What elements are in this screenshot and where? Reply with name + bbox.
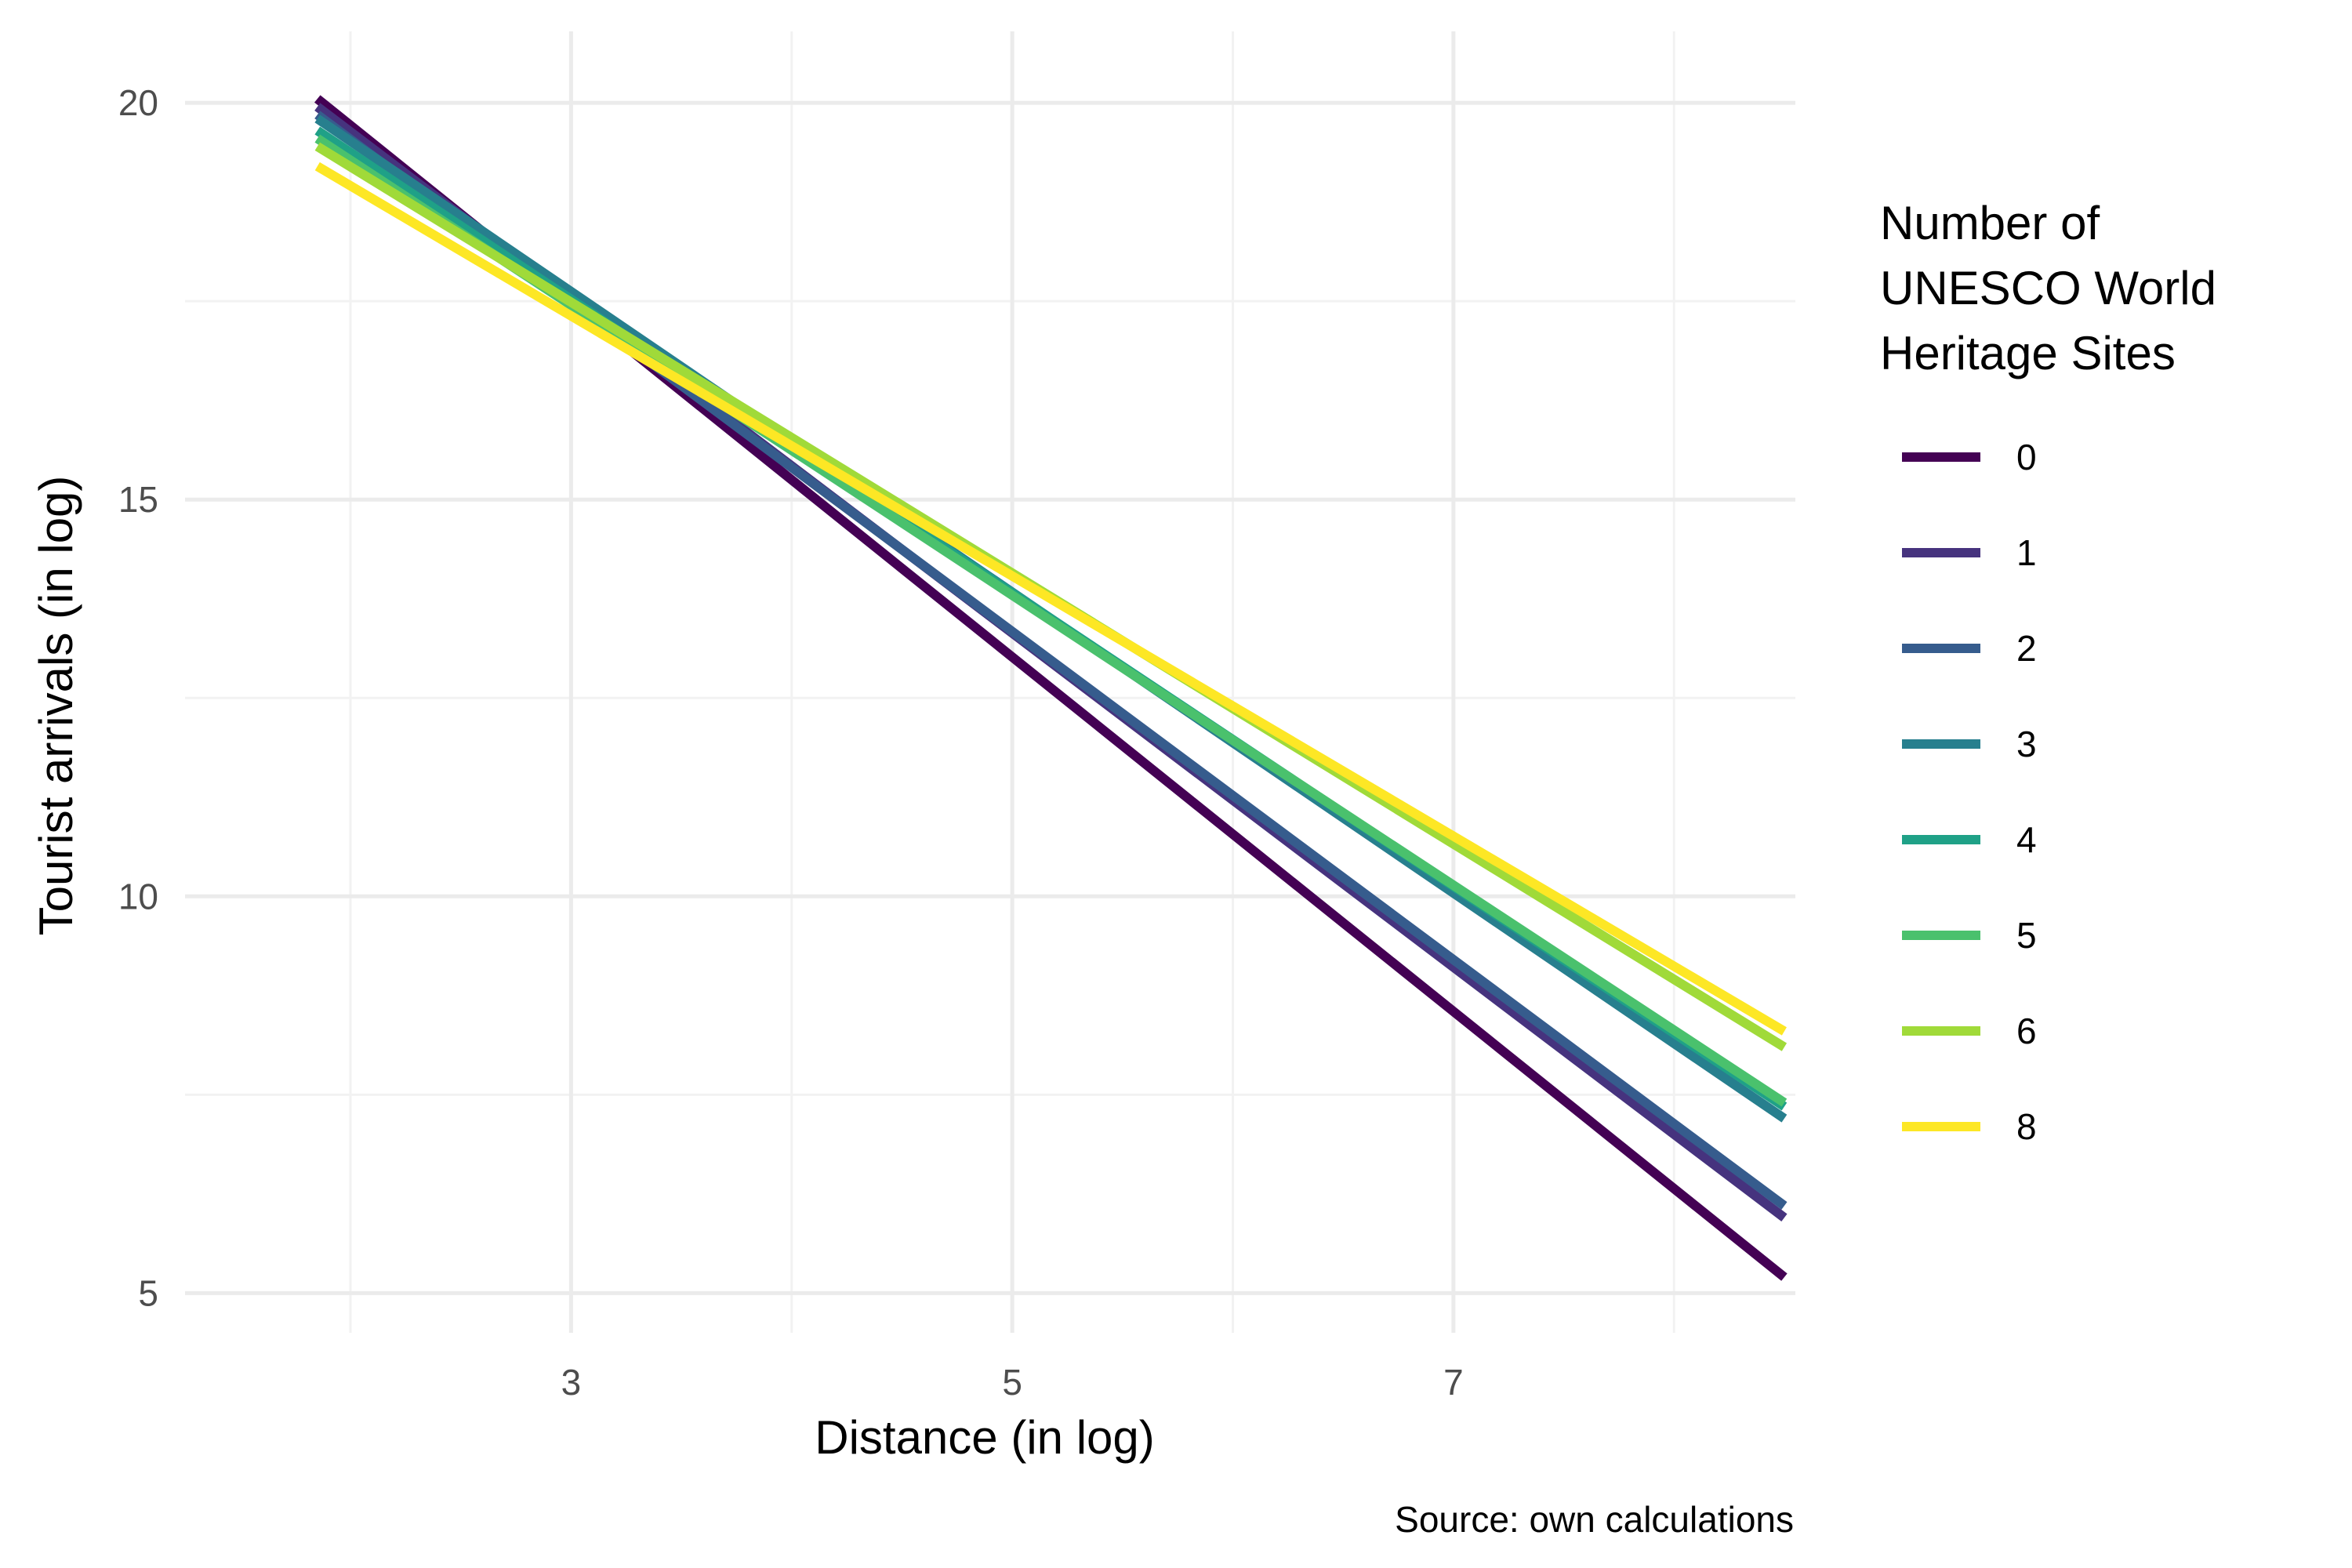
legend-items: 0 1 2 3 4 5 6 8 <box>1902 437 2037 1147</box>
legend-title-line-1: Number of <box>1880 197 2100 249</box>
legend-title: Number of UNESCO World Heritage Sites <box>1880 197 2230 379</box>
legend-label-4: 4 <box>2016 819 2037 860</box>
x-tick-label: 3 <box>561 1362 582 1403</box>
x-axis-title: Distance (in log) <box>815 1411 1155 1464</box>
major-gridlines <box>185 31 1795 1333</box>
legend-label-3: 3 <box>2016 724 2037 764</box>
legend-label-2: 2 <box>2016 628 2037 669</box>
x-tick-label: 5 <box>1002 1362 1022 1403</box>
minor-gridlines <box>185 31 1795 1333</box>
y-tick-label: 15 <box>118 479 158 520</box>
caption: Source: own calculations <box>1395 1499 1794 1540</box>
legend-title-line-2: UNESCO World <box>1880 262 2216 314</box>
x-tick-label: 7 <box>1443 1362 1464 1403</box>
y-tick-label: 5 <box>138 1272 158 1313</box>
y-tick-label: 10 <box>118 876 158 916</box>
legend: Number of UNESCO World Heritage Sites 0 1… <box>1880 197 2230 1147</box>
y-axis-title: Tourist arrivals (in log) <box>30 476 82 936</box>
series-line-8 <box>314 162 1787 1036</box>
y-tick-label: 20 <box>118 82 158 123</box>
legend-label-0: 0 <box>2016 437 2037 477</box>
y-tick-labels: 5 10 15 20 <box>118 82 158 1313</box>
x-tick-labels: 3 5 7 <box>561 1362 1464 1403</box>
legend-label-6: 6 <box>2016 1011 2037 1051</box>
legend-label-8: 8 <box>2016 1106 2037 1147</box>
legend-label-5: 5 <box>2016 915 2037 956</box>
series-lines <box>314 95 1788 1281</box>
legend-title-line-3: Heritage Sites <box>1880 327 2176 379</box>
legend-label-1: 1 <box>2016 532 2037 573</box>
